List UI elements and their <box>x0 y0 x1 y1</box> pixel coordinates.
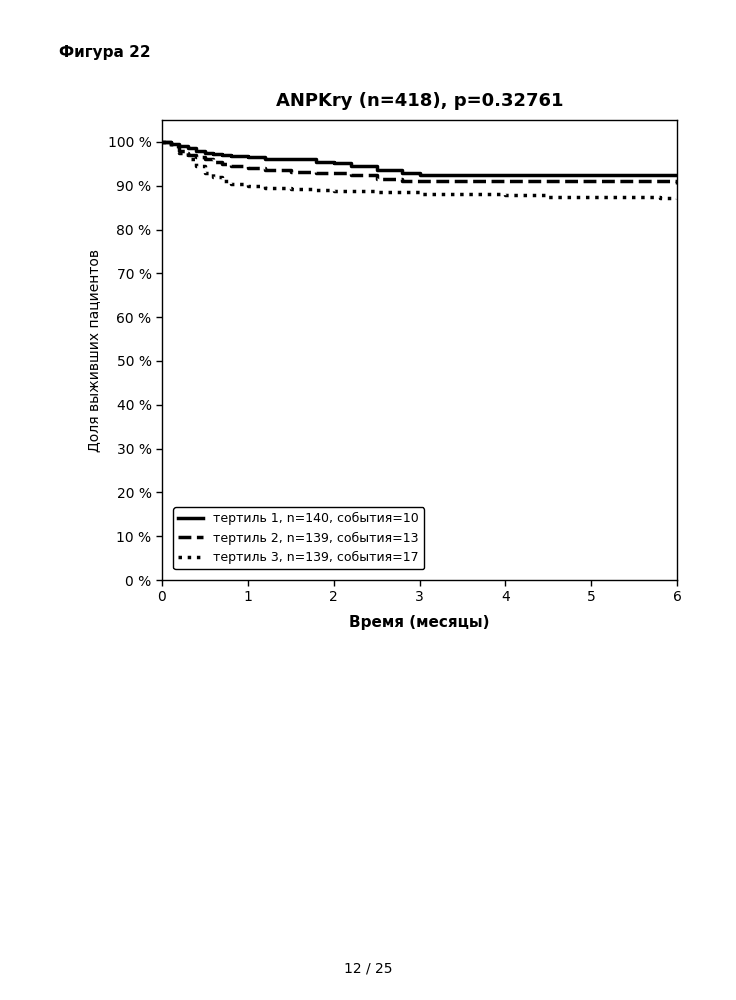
Text: 12 / 25: 12 / 25 <box>344 961 392 975</box>
Text: Фигура 22: Фигура 22 <box>59 45 150 60</box>
Title: ANPKry (n=418), p=0.32761: ANPKry (n=418), p=0.32761 <box>276 92 563 110</box>
Text: Время (месяцы): Время (месяцы) <box>350 615 489 630</box>
Y-axis label: Доля выживших пациентов: Доля выживших пациентов <box>87 248 101 452</box>
Legend: тертиль 1, n=140, события=10, тертиль 2, n=139, события=13, тертиль 3, n=139, со: тертиль 1, n=140, события=10, тертиль 2,… <box>173 507 424 569</box>
